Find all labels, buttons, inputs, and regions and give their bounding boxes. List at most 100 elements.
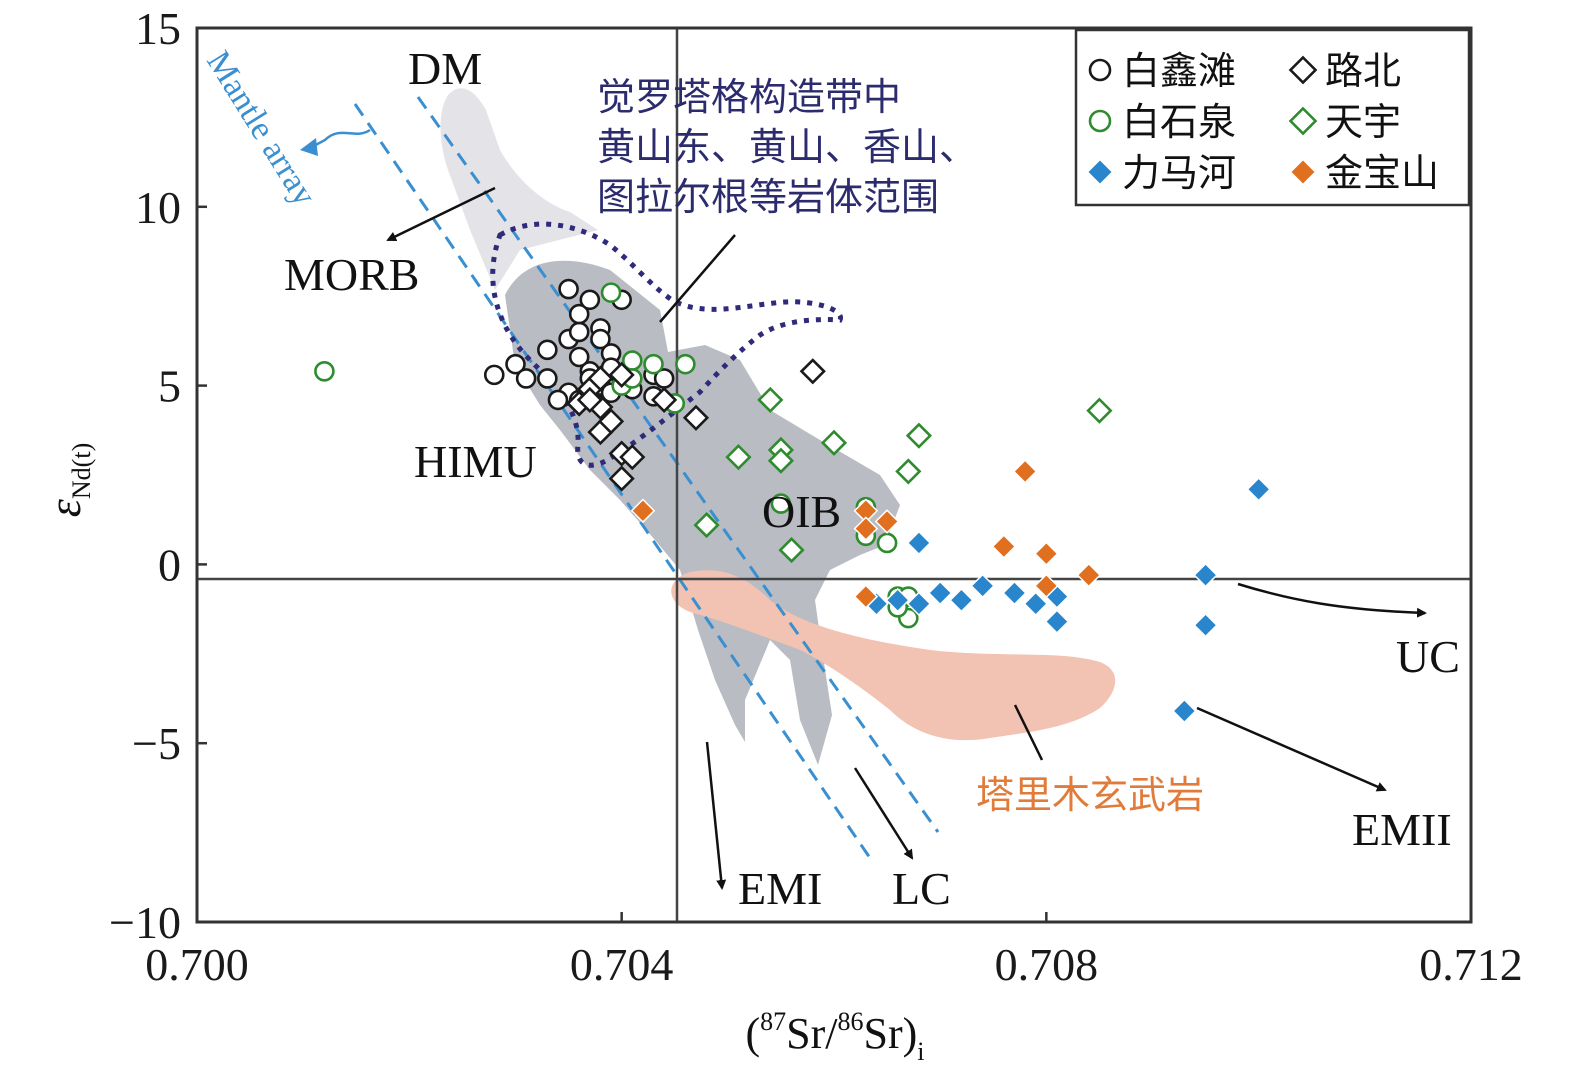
- point-s2-2: [885, 587, 911, 613]
- x-tick-label-2: 0.708: [995, 939, 1099, 990]
- point-s5-8: [1034, 573, 1059, 599]
- point-s1-11: [876, 532, 898, 554]
- morb-arrow: [386, 186, 496, 242]
- oib-label: OIB: [762, 486, 841, 537]
- x-tick-label-1: 0.704: [570, 939, 674, 990]
- point-s3-12: [682, 404, 710, 431]
- point-s0-14: [590, 328, 611, 350]
- arrows: [386, 186, 1427, 890]
- point-s4-6: [895, 458, 922, 485]
- legend-box: [1074, 28, 1471, 207]
- legend-marker-2: [1086, 158, 1114, 186]
- legend-label-2: 力马河: [1122, 151, 1236, 195]
- point-s5-7: [1034, 541, 1059, 566]
- point-s2-6: [970, 573, 995, 599]
- x-axis-sup2: 86: [838, 1007, 864, 1036]
- point-s2-4: [927, 580, 953, 606]
- legend-marker-5: [1289, 158, 1317, 186]
- legend-marker-3: [1288, 55, 1318, 85]
- emii-arrow: [1196, 706, 1387, 792]
- point-s3-11: [651, 386, 678, 413]
- legend-marker-4: [1288, 106, 1318, 136]
- point-s4-4: [820, 429, 848, 456]
- point-s4-1: [757, 386, 784, 413]
- mantle-array-arrow: [309, 128, 371, 150]
- reference-lines: [197, 28, 1471, 922]
- legend-label-3: 路北: [1325, 49, 1401, 93]
- x-tick-label-0: 0.700: [145, 939, 249, 990]
- point-s0-3: [537, 339, 558, 361]
- tarim-leader-line: [1013, 704, 1044, 761]
- x-tick-label-3: 0.712: [1419, 939, 1523, 990]
- point-s2-11: [1193, 562, 1218, 588]
- dm-label: DM: [408, 43, 482, 94]
- point-s0-5: [558, 278, 579, 300]
- data-points: [314, 278, 1271, 724]
- point-s4-8: [778, 537, 805, 564]
- point-s5-4: [853, 584, 879, 609]
- morb-label: MORB: [284, 249, 419, 300]
- emii-label: EMII: [1352, 804, 1452, 855]
- point-s0-7: [568, 321, 590, 343]
- y-axis-title: εNd(t): [39, 443, 96, 517]
- point-s4-7: [693, 511, 720, 539]
- lc-arrow: [853, 767, 914, 860]
- y-axis-main: ε: [39, 498, 90, 517]
- point-s0-25: [547, 389, 569, 411]
- point-s2-12: [1193, 612, 1218, 638]
- axis-ticks: 0.700 0.704 0.708 0.712 15 10 5 0 −5 −10: [109, 3, 1523, 990]
- y-tick-label-3: 0: [158, 539, 181, 590]
- uc-arrow: [1237, 582, 1427, 618]
- legend-marker-1: [1088, 109, 1112, 133]
- point-s0-1: [505, 353, 526, 375]
- x-axis-title: (87Sr/86Sr)i: [745, 1007, 924, 1066]
- point-s2-5: [949, 587, 974, 613]
- legend-label-1: 白石泉: [1122, 100, 1236, 144]
- point-s2-14: [1246, 476, 1271, 502]
- y-axis-sub: Nd(t): [67, 443, 96, 499]
- point-s2-13: [1172, 698, 1197, 724]
- point-s4-3: [767, 447, 795, 474]
- y-tick-label-5: −10: [109, 897, 181, 948]
- x-axis-end: Sr): [864, 1009, 918, 1058]
- point-s1-0: [314, 360, 335, 382]
- point-s5-9: [1076, 562, 1102, 588]
- x-axis-sub: i: [917, 1037, 924, 1066]
- point-s3-10: [576, 386, 603, 413]
- point-s0-2: [515, 368, 537, 389]
- point-s1-8: [770, 493, 792, 514]
- point-s2-3: [906, 591, 932, 617]
- point-s1-1: [600, 282, 622, 303]
- lc-label: LC: [892, 863, 951, 914]
- orogenic-belt-line-1: 觉罗塔格构造带中: [597, 75, 901, 119]
- mantle-array-arrowhead: [300, 138, 318, 156]
- x-axis-open: (: [745, 1009, 760, 1058]
- point-s4-0: [725, 444, 752, 471]
- point-s0-8: [568, 303, 590, 325]
- point-s2-8: [1023, 591, 1049, 617]
- orogenic-leader-line: [659, 234, 736, 323]
- point-s0-9: [579, 289, 601, 311]
- mantle-array-label: Mantle array: [199, 45, 323, 213]
- y-tick-label-2: 5: [158, 361, 181, 412]
- legend-label-0: 白鑫滩: [1122, 49, 1236, 93]
- point-s5-5: [991, 534, 1017, 559]
- light-field: [440, 88, 598, 290]
- emi-arrow: [705, 741, 727, 890]
- point-s4-9: [1086, 397, 1113, 424]
- point-s5-6: [1012, 459, 1038, 484]
- point-s1-3: [643, 353, 664, 375]
- point-s0-4: [537, 368, 558, 389]
- y-tick-label-1: 10: [135, 182, 181, 233]
- x-axis-sup1: 87: [760, 1007, 786, 1036]
- point-s3-7: [619, 444, 646, 471]
- y-tick-label-4: −5: [132, 718, 181, 769]
- point-s1-5: [675, 353, 696, 375]
- mantle-array-line-left: [353, 103, 872, 859]
- legend-label-5: 金宝山: [1325, 151, 1439, 195]
- point-s2-9: [1044, 609, 1070, 634]
- point-s3-6: [608, 465, 635, 492]
